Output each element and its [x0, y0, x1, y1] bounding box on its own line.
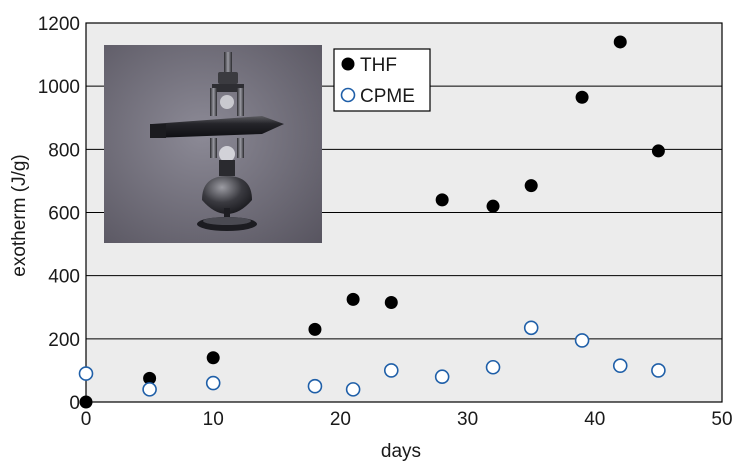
point-thf [206, 351, 220, 365]
point-cpme [523, 320, 539, 336]
y-tick-label: 200 [48, 330, 80, 351]
point-thf [308, 322, 322, 336]
legend: THF CPME [333, 48, 431, 112]
point-thf [651, 144, 665, 158]
x-tick-label: 0 [81, 409, 92, 430]
point-thf [143, 371, 157, 385]
legend-label-thf: THF [360, 55, 397, 76]
y-tick-label: 0 [69, 393, 80, 414]
point-thf [435, 193, 449, 207]
point-cpme [383, 363, 399, 378]
point-thf [575, 90, 589, 104]
point-cpme [574, 333, 590, 348]
point-thf [79, 395, 93, 409]
point-thf [346, 292, 360, 306]
point-cpme [142, 382, 157, 397]
point-cpme [485, 359, 501, 375]
point-cpme [307, 378, 323, 394]
data-points [78, 35, 666, 409]
x-tick-label: 50 [711, 409, 732, 430]
legend-label-cpme: CPME [360, 86, 415, 107]
point-cpme [78, 366, 94, 381]
point-cpme [651, 363, 666, 378]
reaction-vessel-photo [104, 45, 322, 243]
x-axis-ticks: 0 10 20 30 40 50 [81, 409, 733, 430]
x-axis-label: days [381, 441, 421, 461]
y-tick-label: 400 [48, 267, 80, 288]
legend-marker-cpme [340, 87, 356, 103]
y-axis-label: exotherm (J/g) [9, 154, 30, 276]
plot-frame [85, 22, 723, 403]
point-thf [613, 35, 627, 49]
point-cpme [612, 358, 628, 373]
y-axis-ticks: 0 200 400 600 800 1000 1200 [38, 14, 80, 414]
x-tick-label: 20 [330, 409, 351, 430]
point-cpme [345, 382, 361, 397]
point-cpme [205, 375, 221, 391]
y-tick-label: 600 [48, 204, 80, 225]
y-tick-label: 800 [48, 140, 80, 161]
point-thf [524, 179, 538, 193]
point-cpme [434, 369, 450, 385]
plot-border [85, 22, 723, 403]
point-thf [384, 296, 398, 310]
y-tick-label: 1200 [38, 14, 80, 35]
x-tick-label: 40 [584, 409, 605, 430]
y-tick-label: 1000 [38, 77, 80, 98]
point-thf [486, 199, 500, 213]
x-tick-label: 10 [203, 409, 224, 430]
legend-marker-thf [341, 57, 355, 71]
x-tick-label: 30 [457, 409, 478, 430]
